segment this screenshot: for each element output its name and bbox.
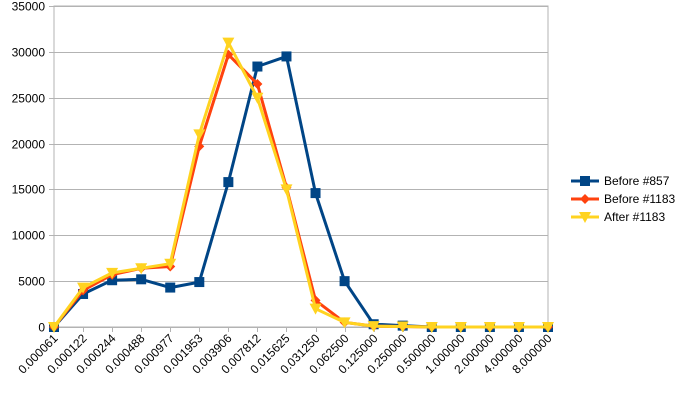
- y-axis-ticks: 0 5000 10000 15000 20000 25000 30000 35000: [12, 0, 46, 335]
- data-point: [512, 322, 525, 333]
- data-point: [106, 267, 119, 279]
- data-point: [135, 263, 148, 275]
- data-point: [310, 188, 321, 199]
- legend: Before #857 Before #1183 After #1183: [571, 174, 675, 224]
- data-point: [396, 321, 409, 333]
- data-point: [77, 282, 90, 294]
- y-tick-label: 10000: [12, 229, 46, 243]
- legend-label: Before #1183: [604, 192, 675, 206]
- data-point: [579, 212, 591, 223]
- data-point: [164, 258, 177, 270]
- x-axis-ticks: 0.0000610.0001220.0002440.0004880.000977…: [15, 331, 555, 377]
- y-tick-label: 25000: [12, 92, 46, 106]
- series-after-1183: [48, 37, 554, 333]
- series-before-857: [49, 51, 553, 332]
- legend-item: After #1183: [571, 210, 665, 224]
- y-tick-label: 20000: [12, 138, 46, 152]
- data-point: [309, 303, 322, 315]
- legend-item: Before #1183: [571, 192, 675, 206]
- y-tick-label: 5000: [18, 275, 45, 289]
- data-point: [338, 317, 351, 329]
- data-point: [542, 322, 554, 333]
- data-point: [580, 194, 590, 204]
- data-point: [454, 322, 467, 333]
- gridlines: [49, 5, 549, 332]
- data-point: [367, 321, 380, 333]
- data-point: [280, 184, 293, 196]
- y-tick-label: 15000: [12, 183, 46, 197]
- y-tick-label: 0: [38, 321, 45, 335]
- legend-label: Before #857: [604, 174, 670, 188]
- series-line: [52, 53, 548, 329]
- data-point: [252, 78, 263, 89]
- y-tick-label: 35000: [12, 0, 46, 14]
- series-line: [52, 41, 548, 329]
- data-point: [165, 282, 176, 293]
- data-point: [223, 177, 234, 188]
- data-point: [252, 61, 263, 72]
- data-point: [222, 37, 235, 49]
- legend-item: Before #857: [571, 174, 670, 188]
- data-point: [483, 322, 496, 333]
- data-point: [107, 275, 118, 286]
- data-point: [193, 129, 206, 141]
- series-before-1183: [49, 49, 553, 332]
- series-line: [52, 54, 548, 329]
- series-group: [48, 37, 554, 333]
- data-point: [136, 274, 147, 285]
- data-point: [48, 322, 60, 333]
- data-point: [251, 92, 264, 104]
- data-point: [425, 322, 438, 333]
- legend-label: After #1183: [604, 210, 665, 224]
- data-point: [281, 51, 292, 62]
- y-tick-label: 30000: [12, 46, 46, 60]
- data-point: [194, 277, 205, 288]
- data-point: [580, 176, 590, 186]
- data-point: [339, 276, 350, 287]
